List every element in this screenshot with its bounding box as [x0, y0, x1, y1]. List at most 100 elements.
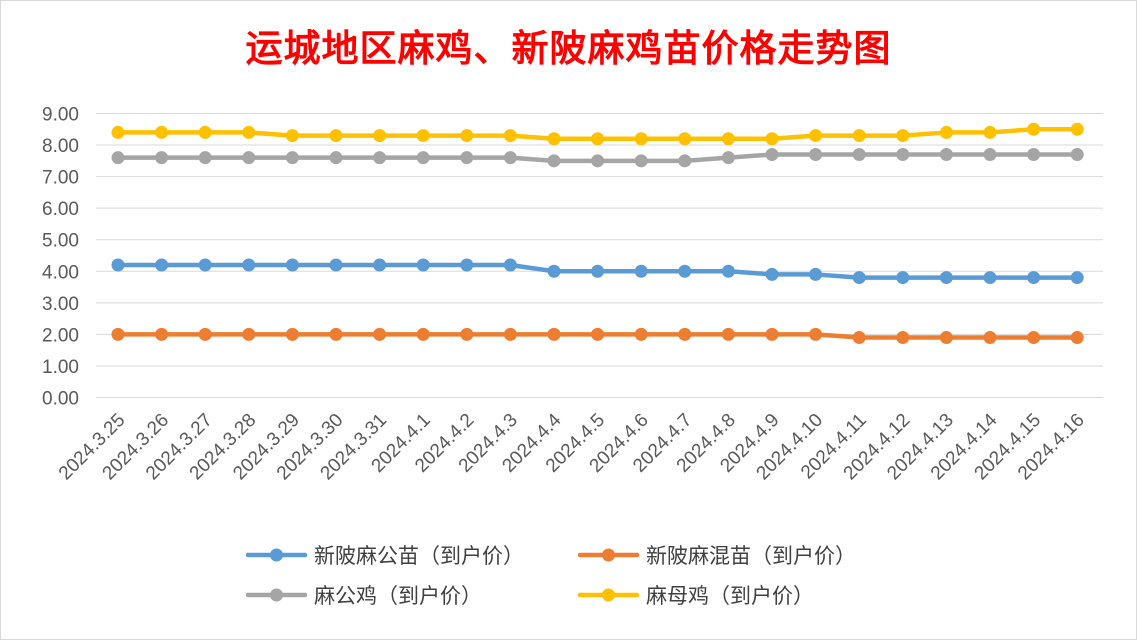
data-point	[721, 327, 735, 341]
data-point	[111, 151, 125, 165]
data-point	[896, 331, 910, 345]
series-2	[111, 327, 1084, 345]
data-point	[809, 148, 823, 162]
data-point	[198, 125, 212, 139]
data-point	[939, 148, 953, 162]
data-point	[547, 327, 561, 341]
series-4	[111, 122, 1084, 146]
legend-swatch-marker	[270, 588, 283, 602]
data-point	[547, 132, 561, 146]
data-point	[329, 151, 343, 165]
data-point	[591, 264, 605, 278]
data-point	[155, 327, 169, 341]
data-point	[939, 271, 953, 285]
data-point	[285, 129, 299, 143]
data-point	[852, 271, 866, 285]
data-point	[809, 129, 823, 143]
data-point	[111, 125, 125, 139]
data-point	[373, 258, 387, 272]
legend-swatch-marker	[602, 588, 615, 602]
legend: 新陂麻公苗（到户价） 新陂麻混苗（到户价） 麻公鸡（到户价） 麻母鸡（到户价）	[245, 544, 856, 608]
data-point	[591, 154, 605, 168]
data-point	[721, 132, 735, 146]
series-1	[111, 258, 1084, 285]
data-point	[939, 331, 953, 345]
data-point	[242, 125, 256, 139]
data-point	[373, 327, 387, 341]
data-point	[111, 327, 125, 341]
legend-swatch-marker	[602, 548, 615, 562]
data-point	[460, 327, 474, 341]
data-point	[1027, 331, 1041, 345]
data-point	[155, 125, 169, 139]
data-point	[1070, 148, 1084, 162]
y-tick-label: 5.00	[42, 231, 79, 252]
series-3	[111, 148, 1084, 168]
y-tick-label: 8.00	[42, 136, 79, 157]
data-point	[285, 151, 299, 165]
data-point	[416, 258, 430, 272]
y-tick-label: 3.00	[42, 294, 79, 315]
data-point	[1027, 271, 1041, 285]
data-point	[198, 151, 212, 165]
data-point	[285, 327, 299, 341]
series-lines	[111, 122, 1084, 345]
data-point	[983, 148, 997, 162]
data-point	[939, 125, 953, 139]
y-tick-label: 7.00	[42, 168, 79, 189]
data-point	[155, 151, 169, 165]
legend-label: 麻公鸡（到户价）	[314, 584, 482, 608]
data-point	[198, 327, 212, 341]
data-point	[155, 258, 169, 272]
data-point	[329, 258, 343, 272]
data-point	[1070, 271, 1084, 285]
data-point	[852, 331, 866, 345]
data-point	[1027, 148, 1041, 162]
data-point	[198, 258, 212, 272]
data-point	[373, 151, 387, 165]
y-axis-ticks: 0.00 1.00 2.00 3.00 4.00 5.00 6.00 7.00 8.00 9.00	[42, 105, 79, 410]
data-point	[983, 331, 997, 345]
legend-label: 新陂麻公苗（到户价）	[314, 544, 524, 568]
data-point	[416, 327, 430, 341]
y-tick-label: 2.00	[42, 325, 79, 346]
data-point	[503, 151, 517, 165]
data-point	[634, 327, 648, 341]
data-point	[503, 129, 517, 143]
data-point	[460, 258, 474, 272]
data-point	[460, 129, 474, 143]
data-point	[460, 151, 474, 165]
data-point	[285, 258, 299, 272]
data-point	[547, 154, 561, 168]
data-point	[809, 327, 823, 341]
data-point	[721, 264, 735, 278]
data-point	[503, 258, 517, 272]
data-point	[678, 264, 692, 278]
data-point	[1070, 331, 1084, 345]
data-point	[416, 129, 430, 143]
y-tick-label: 4.00	[42, 262, 79, 283]
legend-item: 麻母鸡（到户价）	[577, 584, 814, 608]
data-point	[983, 125, 997, 139]
y-tick-label: 0.00	[42, 389, 79, 410]
y-tick-label: 9.00	[42, 105, 79, 126]
data-point	[634, 132, 648, 146]
legend-swatch-marker	[270, 548, 283, 562]
data-point	[634, 154, 648, 168]
data-point	[983, 271, 997, 285]
data-point	[765, 267, 779, 281]
data-point	[765, 132, 779, 146]
data-point	[852, 148, 866, 162]
data-point	[896, 148, 910, 162]
x-axis-ticks: 2024.3.252024.3.262024.3.272024.3.282024…	[55, 409, 1089, 484]
data-point	[678, 154, 692, 168]
data-point	[329, 327, 343, 341]
data-point	[329, 129, 343, 143]
data-point	[373, 129, 387, 143]
legend-item: 新陂麻公苗（到户价）	[245, 544, 524, 568]
data-point	[678, 132, 692, 146]
data-point	[765, 327, 779, 341]
legend-item: 新陂麻混苗（到户价）	[577, 544, 856, 568]
legend-label: 新陂麻混苗（到户价）	[646, 544, 856, 568]
y-tick-label: 6.00	[42, 199, 79, 220]
